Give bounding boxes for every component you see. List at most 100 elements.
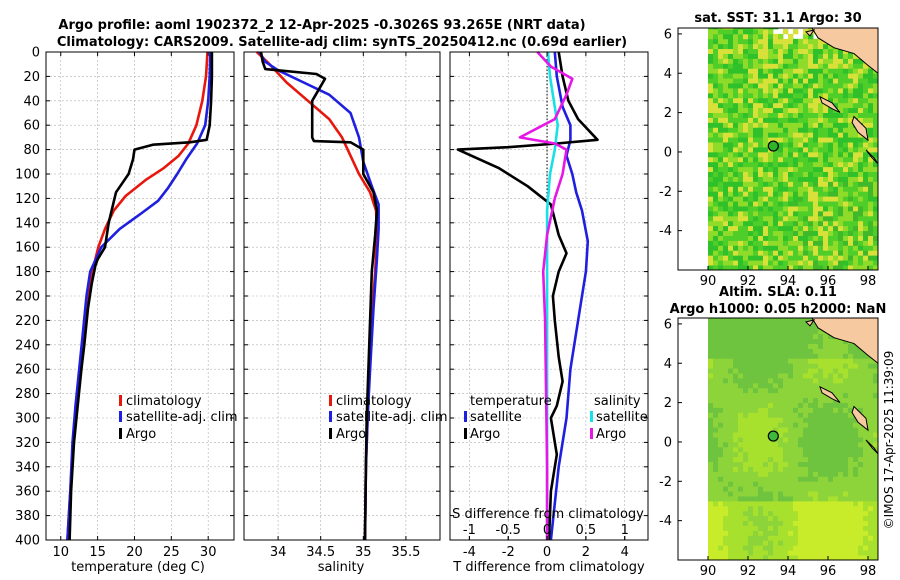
heatmap-cell [783,432,789,438]
heatmap-cell [758,48,764,54]
heatmap-cell [828,373,834,379]
heatmap-cell [813,196,819,202]
legend-swatch-climatology [119,395,122,406]
heatmap-cell [738,63,744,69]
heatmap-cell [858,545,864,551]
heatmap-cell [733,186,739,192]
heatmap-cell [788,210,794,217]
heatmap-cell [723,63,729,69]
heatmap-cell [733,422,739,428]
heatmap-cell [868,530,874,536]
heatmap-cell [798,318,804,320]
heatmap-cell [808,343,814,349]
heatmap-cell [838,206,844,212]
heatmap-cell [743,171,749,177]
heatmap-cell [823,156,829,163]
heatmap-cell [768,260,774,266]
heatmap-cell [828,156,834,163]
heatmap-cell [838,132,844,138]
heatmap-cell [743,491,749,497]
heatmap-cell [748,427,754,433]
heatmap-cell [828,451,834,458]
heatmap-cell [738,240,744,246]
heatmap-cell [763,156,769,163]
heatmap-cell [833,83,839,89]
imos-stamp: ©IMOS 17-Apr-2025 11:39:09 [882,351,896,530]
heatmap-cell [773,151,779,158]
heatmap-cell [753,402,759,408]
heatmap-cell [818,107,824,114]
heatmap-cell [848,122,854,128]
heatmap-cell [803,363,809,369]
heatmap-cell [728,555,734,560]
heatmap-cell [713,215,719,222]
heatmap-cell [768,481,774,487]
heatmap-cell [823,446,829,453]
heatmap-cell [828,530,834,536]
heatmap-cell [788,481,794,487]
heatmap-cell [763,132,769,138]
heatmap-cell [733,260,739,266]
heatmap-cell [798,451,804,458]
heatmap-cell [788,220,794,227]
heatmap-cell [708,210,714,217]
heatmap-cell [728,456,734,463]
heatmap-cell [838,437,844,443]
heatmap-cell [843,210,849,217]
heatmap-cell [763,446,769,453]
heatmap-cell [848,545,854,551]
heatmap-cell [863,500,869,507]
heatmap-cell [748,215,754,222]
heatmap-cell [808,53,814,59]
heatmap-cell [713,83,719,89]
heatmap-cell [763,196,769,202]
heatmap-cell [773,206,779,212]
heatmap-cell [868,97,874,104]
heatmap-cell [723,378,729,384]
heatmap-cell [713,343,719,349]
axis-label-x: salinity [318,560,365,575]
heatmap-cell [803,265,809,270]
land-sumatra [811,318,878,364]
heatmap-cell [708,132,714,138]
heatmap-cell [768,456,774,463]
heatmap-cell [758,338,764,344]
heatmap-cell [718,137,724,143]
heatmap-cell [723,466,729,472]
heatmap-cell [838,255,844,261]
heatmap-cell [768,471,774,477]
heatmap-cell [808,63,814,69]
heatmap-cell [738,373,744,379]
heatmap-cell [783,147,789,153]
heatmap-cell [858,240,864,246]
heatmap-cell [728,348,734,354]
heatmap-cell [833,181,839,187]
heatmap-cell [763,220,769,227]
heatmap-cell [743,230,749,236]
heatmap-cell [783,402,789,408]
heatmap-cell [783,417,789,423]
heatmap-cell [778,127,784,133]
heatmap-cell [748,481,754,487]
heatmap-cell [808,151,814,158]
heatmap-cell [843,151,849,158]
heatmap-cell [728,220,734,227]
heatmap-cell [808,550,814,556]
heatmap-cell [848,255,854,261]
heatmap-cell [848,107,854,114]
heatmap-cell [713,481,719,487]
heatmap-cell [858,407,864,413]
heatmap-cell [793,88,799,94]
heatmap-cell [843,117,849,123]
heatmap-cell [873,107,878,114]
heatmap-cell [723,107,729,114]
heatmap-cell [728,491,734,497]
salinity-legend: climatology satellite-adj. clim Argo [329,394,448,442]
heatmap-cell [823,132,829,138]
heatmap-cell [753,181,759,187]
heatmap-cell [718,348,724,354]
heatmap-cell [728,112,734,118]
x-tick-label: 34.5 [306,545,335,560]
heatmap-cell [848,422,854,428]
heatmap-cell [718,378,724,384]
